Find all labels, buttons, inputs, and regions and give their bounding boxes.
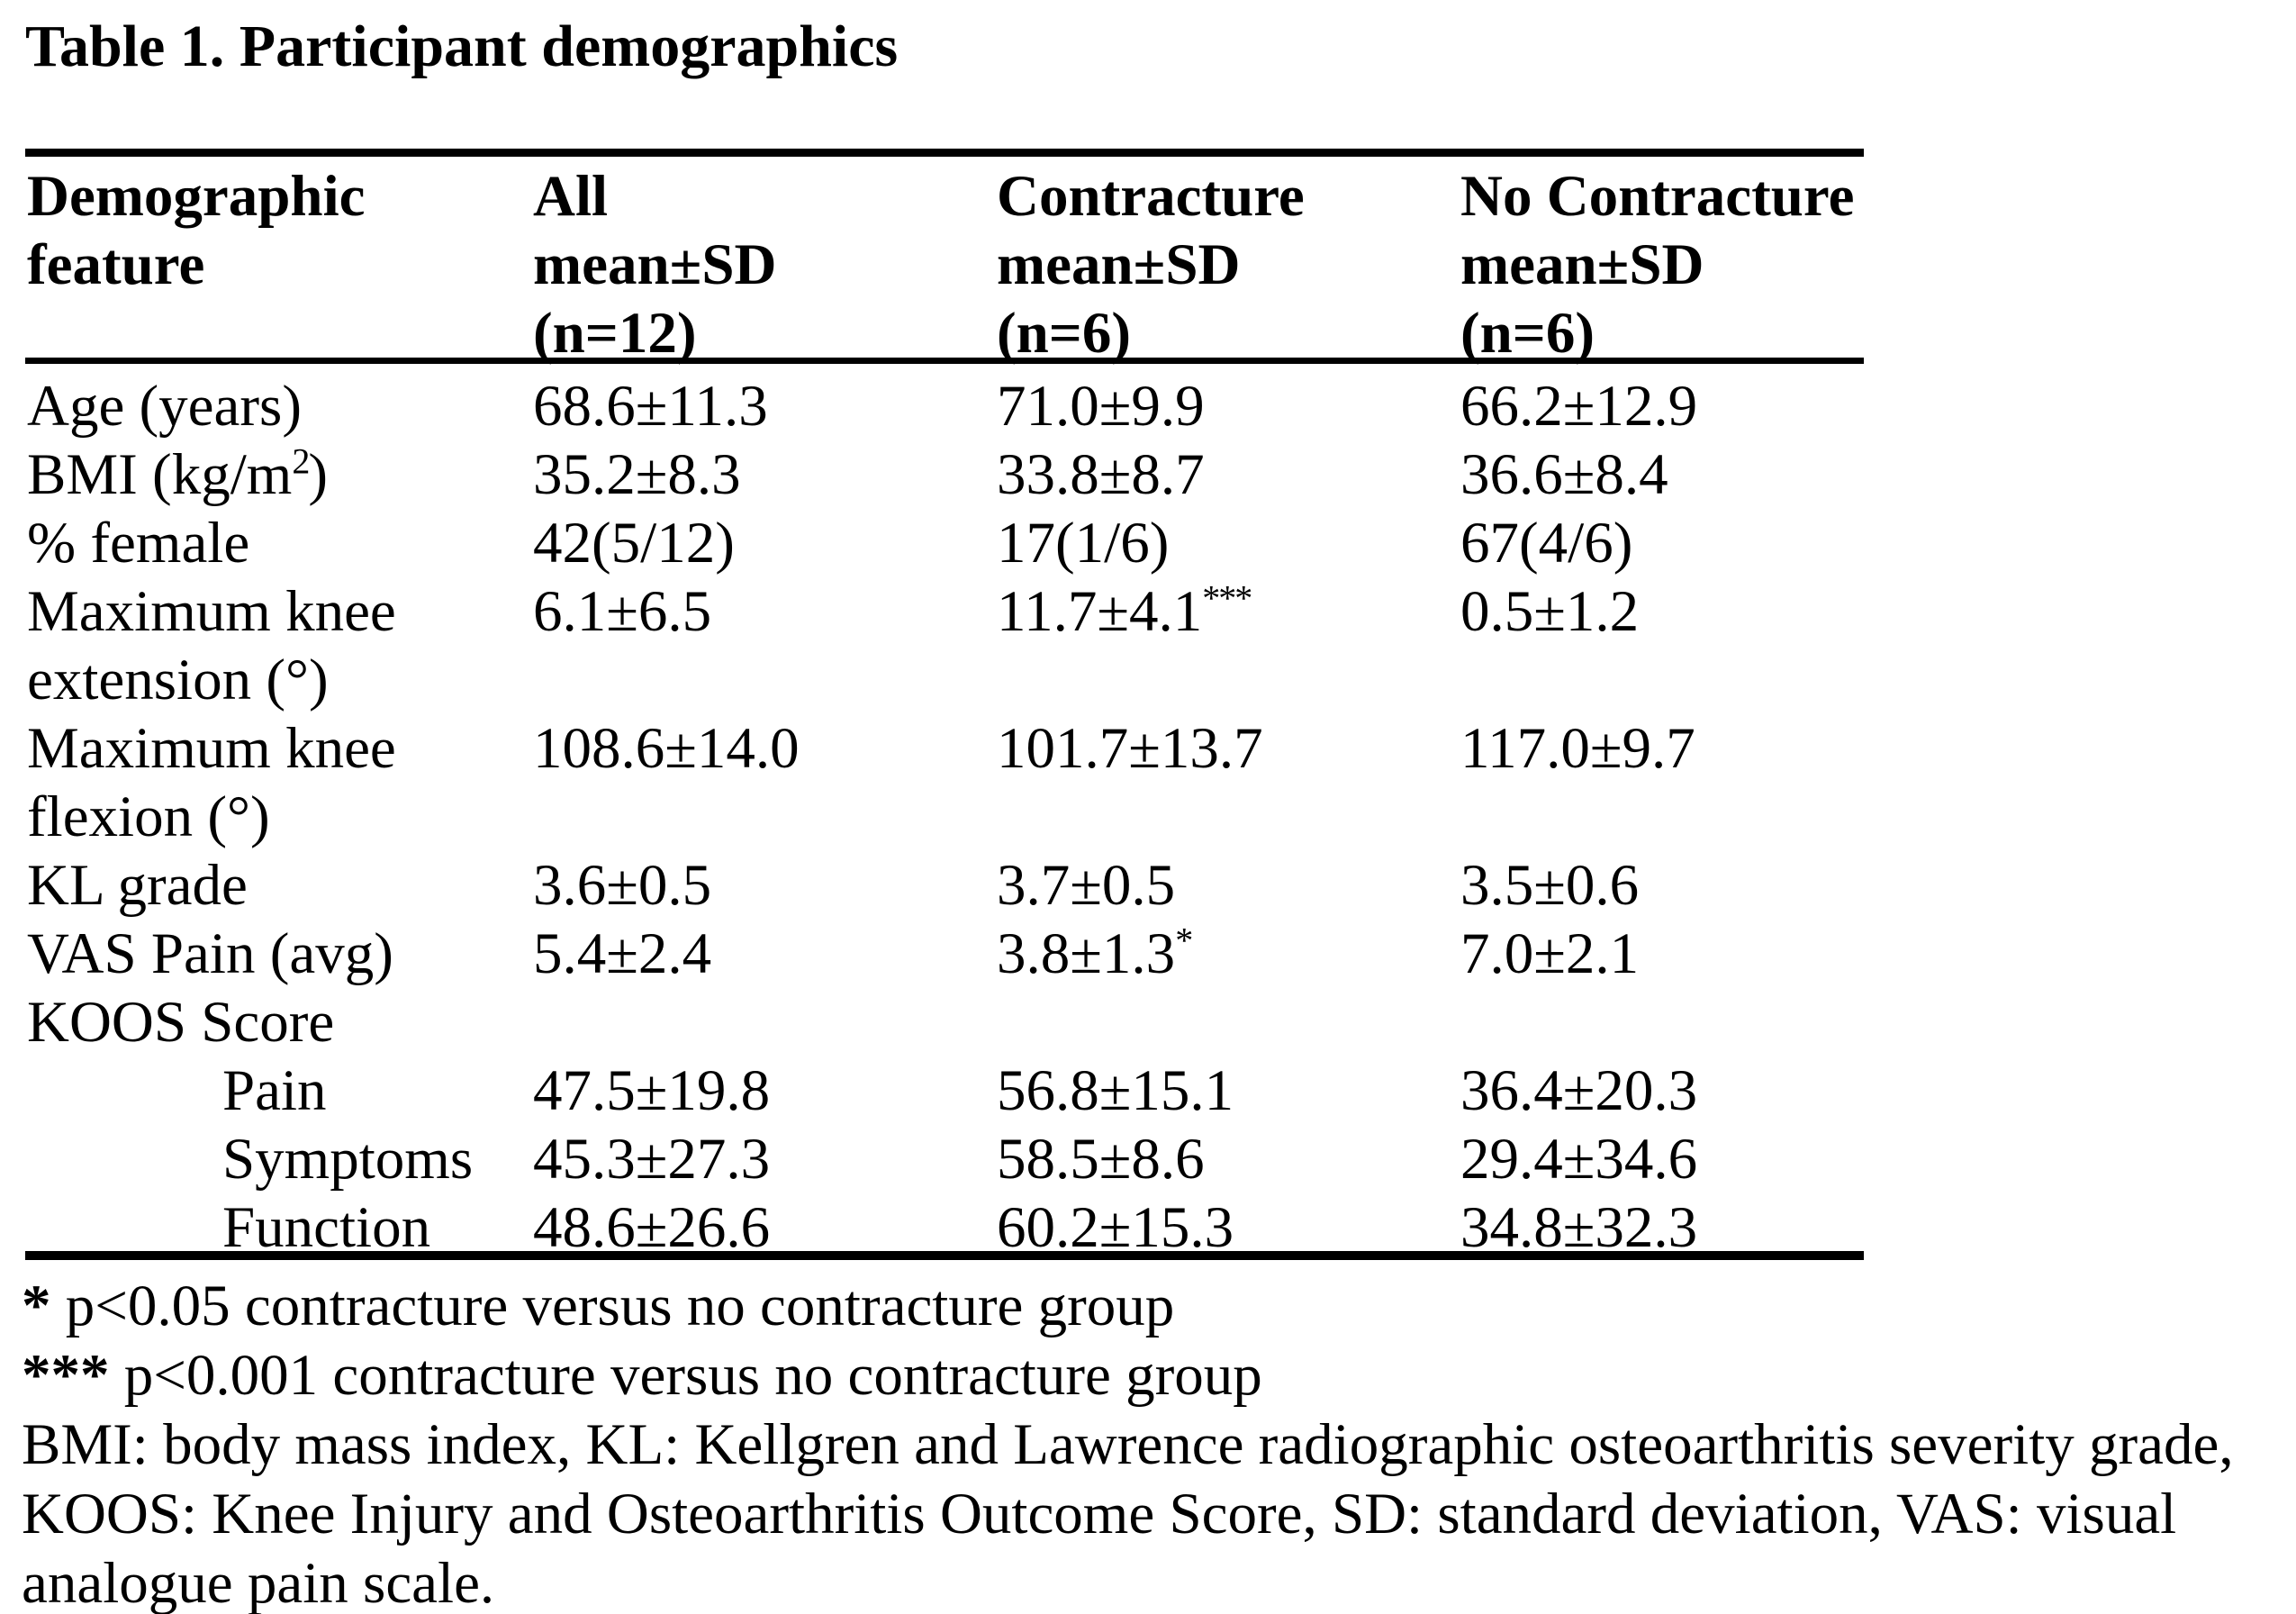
cell-feature: Maximum knee extension (°) bbox=[27, 579, 396, 712]
table-top-rule bbox=[25, 149, 1864, 157]
cell-contracture: 11.7±4.1*** bbox=[997, 577, 1252, 644]
cell-feature: KL grade bbox=[27, 853, 248, 918]
footnote-significance-p0001: *** p<0.001 contracture versus no contra… bbox=[22, 1341, 2269, 1410]
column-header-contracture-line2: mean±SD bbox=[997, 232, 1241, 297]
cell-all: 48.6±26.6 bbox=[533, 1195, 771, 1260]
cell-contracture: 56.8±15.1 bbox=[997, 1058, 1234, 1123]
table-row-koos-symptoms: Symptoms 45.3±27.3 58.5±8.6 29.4±34.6 bbox=[27, 1125, 1864, 1193]
cell-all: 45.3±27.3 bbox=[533, 1127, 771, 1192]
cell-contracture: 3.7±0.5 bbox=[997, 853, 1176, 918]
column-header-no-contracture-line1: No Contracture bbox=[1460, 164, 1855, 229]
cell-contracture: 71.0±9.9 bbox=[997, 374, 1205, 439]
footnote-significance-p005: * p<0.05 contracture versus no contractu… bbox=[22, 1272, 2269, 1341]
table-title: Table 1. Participant demographics bbox=[25, 14, 899, 79]
column-header-no-contracture-line2: mean±SD bbox=[1460, 232, 1704, 297]
cell-no-contracture: 29.4±34.6 bbox=[1460, 1127, 1698, 1192]
footnote-text: p<0.05 contracture versus no contracture… bbox=[50, 1274, 1175, 1338]
table-footnotes: * p<0.05 contracture versus no contractu… bbox=[22, 1272, 2269, 1614]
cell-feature: Symptoms bbox=[222, 1127, 474, 1192]
cell-feature: VAS Pain (avg) bbox=[27, 921, 393, 986]
column-header-no-contracture-line3: (n=6) bbox=[1460, 301, 1595, 366]
cell-feature: Age (years) bbox=[27, 374, 302, 439]
cell-all: 5.4±2.4 bbox=[533, 921, 712, 986]
column-header-contracture-line3: (n=6) bbox=[997, 301, 1131, 366]
column-header-contracture: Contracture mean±SD (n=6) bbox=[997, 162, 1305, 367]
table-row-koos-score: KOOS Score bbox=[27, 988, 1864, 1056]
asterisk-marker: * bbox=[22, 1274, 51, 1338]
column-header-all: All mean±SD (n=12) bbox=[533, 162, 776, 367]
table-header: Demographic feature All mean±SD (n=12) C… bbox=[27, 162, 1864, 366]
cell-no-contracture: 66.2±12.9 bbox=[1460, 374, 1698, 439]
column-header-feature-line1: Demographic bbox=[27, 164, 366, 229]
table-row-kl-grade: KL grade 3.6±0.5 3.7±0.5 3.5±0.6 bbox=[27, 851, 1864, 920]
cell-feature: KOOS Score bbox=[27, 990, 335, 1055]
column-header-feature-line2: feature bbox=[27, 232, 205, 297]
cell-no-contracture: 36.6±8.4 bbox=[1460, 442, 1668, 507]
cell-all: 35.2±8.3 bbox=[533, 442, 741, 507]
cell-all: 108.6±14.0 bbox=[533, 716, 800, 781]
column-header-all-line3: (n=12) bbox=[533, 301, 697, 366]
table-row-koos-function: Function 48.6±26.6 60.2±15.3 34.8±32.3 bbox=[27, 1193, 1864, 1262]
cell-contracture: 60.2±15.3 bbox=[997, 1195, 1234, 1260]
table-row-female: % female 42(5/12) 17(1/6) 67(4/6) bbox=[27, 509, 1864, 577]
column-header-feature: Demographic feature bbox=[27, 162, 366, 299]
table-body: Age (years) 68.6±11.3 71.0±9.9 66.2±12.9… bbox=[27, 372, 1864, 1262]
table-header-rule bbox=[25, 358, 1864, 364]
footnote-text: p<0.001 contracture versus no contractur… bbox=[109, 1343, 1262, 1408]
cell-contracture: 17(1/6) bbox=[997, 511, 1170, 576]
triple-asterisk-marker: *** bbox=[22, 1343, 110, 1408]
table-bottom-rule bbox=[25, 1251, 1864, 1260]
cell-no-contracture: 117.0±9.7 bbox=[1460, 716, 1695, 781]
cell-all: 6.1±6.5 bbox=[533, 579, 712, 644]
table-row-age: Age (years) 68.6±11.3 71.0±9.9 66.2±12.9 bbox=[27, 372, 1864, 440]
cell-no-contracture: 67(4/6) bbox=[1460, 511, 1633, 576]
cell-no-contracture: 34.8±32.3 bbox=[1460, 1195, 1698, 1260]
cell-contracture: 33.8±8.7 bbox=[997, 442, 1205, 507]
cell-contracture: 58.5±8.6 bbox=[997, 1127, 1205, 1192]
cell-feature: Function bbox=[222, 1195, 431, 1260]
table-row-vas-pain: VAS Pain (avg) 5.4±2.4 3.8±1.3* 7.0±2.1 bbox=[27, 920, 1864, 988]
column-header-all-line1: All bbox=[533, 164, 609, 229]
cell-contracture: 101.7±13.7 bbox=[997, 716, 1263, 781]
column-header-all-line2: mean±SD bbox=[533, 232, 777, 297]
table-row-knee-extension: Maximum knee extension (°) 6.1±6.5 11.7±… bbox=[27, 577, 1864, 714]
cell-contracture: 3.8±1.3* bbox=[997, 920, 1193, 986]
cell-feature: Pain bbox=[222, 1058, 327, 1123]
column-header-no-contracture: No Contracture mean±SD (n=6) bbox=[1460, 162, 1854, 367]
cell-all: 68.6±11.3 bbox=[533, 374, 768, 439]
cell-no-contracture: 0.5±1.2 bbox=[1460, 579, 1640, 644]
superscript: 2 bbox=[292, 440, 310, 482]
cell-no-contracture: 7.0±2.1 bbox=[1460, 921, 1640, 986]
column-header-contracture-line1: Contracture bbox=[997, 164, 1305, 229]
significance-asterisk: * bbox=[1175, 920, 1193, 961]
cell-all: 47.5±19.8 bbox=[533, 1058, 771, 1123]
table-row-koos-pain: Pain 47.5±19.8 56.8±15.1 36.4±20.3 bbox=[27, 1056, 1864, 1125]
cell-feature: % female bbox=[27, 511, 250, 576]
table-row-bmi: BMI (kg/m2) 35.2±8.3 33.8±8.7 36.6±8.4 bbox=[27, 440, 1864, 509]
cell-no-contracture: 3.5±0.6 bbox=[1460, 853, 1640, 918]
table-row-knee-flexion: Maximum knee flexion (°) 108.6±14.0 101.… bbox=[27, 714, 1864, 851]
cell-no-contracture: 36.4±20.3 bbox=[1460, 1058, 1698, 1123]
cell-feature: Maximum knee flexion (°) bbox=[27, 716, 396, 849]
footnote-abbreviations: BMI: body mass index, KL: Kellgren and L… bbox=[22, 1412, 2234, 1614]
cell-all: 42(5/12) bbox=[533, 511, 735, 576]
significance-asterisks: *** bbox=[1202, 577, 1252, 619]
cell-all: 3.6±0.5 bbox=[533, 853, 712, 918]
cell-feature: BMI (kg/m2) bbox=[27, 440, 328, 507]
